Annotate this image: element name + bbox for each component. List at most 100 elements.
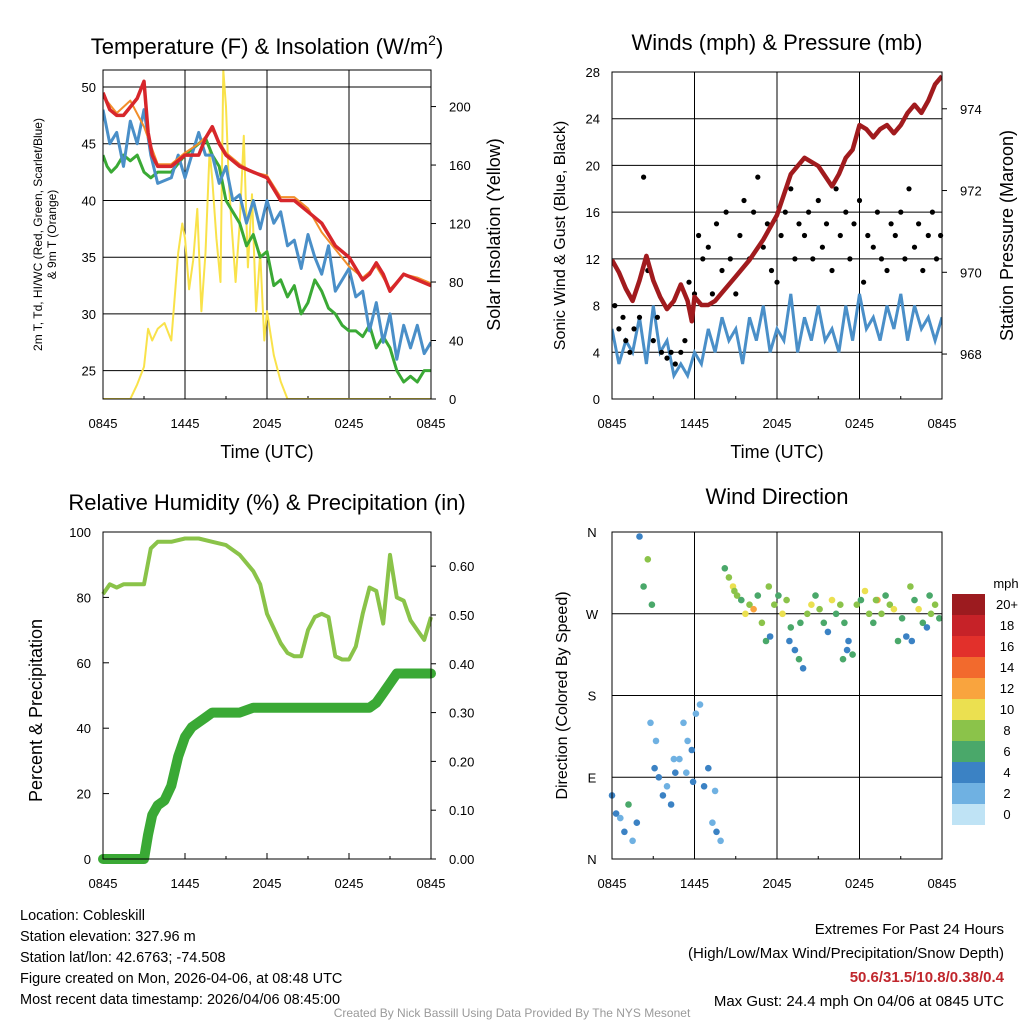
winds-gust-point — [650, 338, 656, 344]
direction-point — [797, 619, 804, 627]
winds-gust-point — [760, 244, 766, 250]
winds-gust-point — [829, 267, 835, 274]
humidity-x-tick-label: 1445 — [171, 876, 200, 891]
winds-gust-point — [709, 291, 716, 297]
direction-point — [843, 646, 851, 654]
direction-point — [931, 601, 939, 608]
winds-gust-point — [636, 314, 643, 320]
direction-point — [926, 592, 933, 599]
direction-point — [738, 596, 745, 604]
temperature-y-tick-label: 30 — [82, 307, 96, 322]
direction-x-tick-label: 2045 — [763, 876, 792, 891]
temperature-series-line — [103, 136, 431, 384]
humidity-left-ylabel: Percent & Precipitation — [26, 619, 46, 802]
temperature-series-line — [103, 108, 431, 361]
temperature-title-end: ) — [436, 34, 443, 59]
direction-y-tick-label: E — [588, 770, 597, 785]
humidity-y-tick-label: 60 — [77, 656, 91, 671]
direction-point — [647, 719, 654, 727]
colorbar-swatch — [952, 783, 985, 804]
direction-point — [696, 701, 704, 708]
humidity-x-tick-label: 0245 — [335, 876, 364, 891]
winds-gust-point — [672, 361, 678, 367]
winds-gust-point — [782, 209, 788, 215]
winds-gust-point — [916, 221, 922, 227]
direction-point — [705, 764, 712, 772]
direction-point — [886, 601, 894, 608]
winds-gust-point — [741, 197, 747, 204]
direction-x-tick-label: 0245 — [845, 876, 874, 891]
colorbar-swatch — [952, 720, 985, 741]
winds-gust-point — [819, 244, 826, 250]
winds-gust-point — [843, 209, 849, 215]
winds-gust-point — [623, 338, 629, 344]
temperature-x-tick-label: 0845 — [89, 416, 118, 431]
winds-gust-point — [719, 267, 725, 274]
direction-point — [762, 637, 770, 645]
temperature-y-tick-label: 40 — [82, 193, 96, 208]
direction-point — [894, 637, 902, 645]
winds-gust-point — [705, 244, 711, 250]
direction-x-tick-label: 0845 — [928, 876, 957, 891]
direction-point — [872, 596, 880, 604]
winds-gust-point — [837, 232, 843, 239]
colorbar-label: 8 — [1003, 723, 1010, 738]
colorbar-label: 0 — [1003, 807, 1010, 822]
winds-gust-point — [755, 174, 761, 180]
winds-gust-point — [616, 326, 622, 332]
station-latlon: Station lat/lon: 42.6763; -74.508 — [20, 950, 226, 966]
winds-gust-point — [851, 221, 857, 227]
winds-gust-point — [631, 326, 637, 332]
direction-point — [700, 783, 708, 790]
humidity-precip-line — [98, 668, 436, 864]
colorbar-label: 10 — [1000, 702, 1014, 717]
direction-point — [898, 615, 906, 622]
temperature-right-tick-label: 40 — [449, 334, 463, 349]
direction-point — [746, 601, 753, 608]
winds-right-ylabel: Station Pressure (Maroon) — [997, 130, 1017, 341]
winds-gust-point — [641, 174, 647, 180]
direction-point — [663, 783, 671, 790]
humidity-y-tick-label: 20 — [77, 787, 91, 802]
colorbar-label: 4 — [1003, 765, 1010, 780]
temperature-right-tick-label: 0 — [449, 392, 456, 407]
extremes-values: 50.6/31.5/10.8/0.38/0.4 — [849, 969, 1004, 986]
temperature-x-tick-label: 0845 — [417, 416, 446, 431]
direction-point — [919, 619, 927, 627]
winds-y-tick-label: 8 — [593, 299, 600, 314]
humidity-x-tick-label: 0845 — [89, 876, 118, 891]
direction-x-tick-label: 1445 — [680, 876, 709, 891]
direction-point — [725, 574, 733, 581]
direction-point — [766, 633, 774, 640]
direction-point — [865, 610, 873, 618]
winds-gust-point — [933, 256, 940, 262]
direction-point — [804, 610, 811, 618]
winds-pressure-line — [612, 74, 942, 324]
direction-point — [808, 601, 815, 608]
colorbar-label: 14 — [1000, 660, 1014, 675]
winds-y-tick-label: 16 — [586, 205, 600, 220]
station-location: Location: Cobleskill — [20, 908, 145, 924]
winds-x-tick-label: 0845 — [598, 416, 627, 431]
humidity-right-tick-label: 0.20 — [449, 754, 474, 769]
winds-sonic-line — [612, 293, 942, 380]
winds-gust-point — [815, 197, 821, 204]
temperature-right-tick-label: 160 — [449, 158, 471, 173]
direction-point — [837, 601, 844, 608]
direction-point — [861, 587, 869, 595]
winds-y-tick-label: 28 — [586, 65, 600, 80]
temperature-y-tick-label: 35 — [82, 250, 96, 265]
direction-point — [903, 633, 910, 640]
direction-point — [845, 637, 852, 645]
temperature-right-tick-label: 120 — [449, 217, 471, 232]
direction-point — [754, 592, 762, 599]
direction-point — [779, 610, 786, 618]
winds-gust-point — [902, 256, 908, 262]
winds-y-tick-label: 4 — [593, 345, 600, 360]
direction-point — [908, 637, 916, 645]
temperature-right-tick-label: 80 — [449, 275, 463, 290]
winds-gust-point — [892, 232, 898, 239]
winds-gust-point — [664, 355, 670, 361]
temperature-title: Temperature (F) & Insolation (W/m2) — [91, 32, 444, 59]
direction-left-ylabel: Direction (Colored By Speed) — [554, 591, 571, 799]
